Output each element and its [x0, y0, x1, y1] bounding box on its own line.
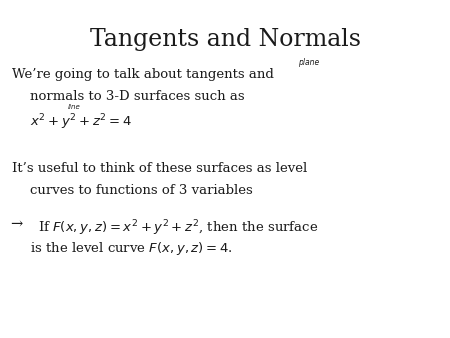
- Text: normals to 3-D surfaces such as: normals to 3-D surfaces such as: [30, 90, 245, 103]
- Text: If $F(x,y,z) = x^2 + y^2 + z^2$, then the surface: If $F(x,y,z) = x^2 + y^2 + z^2$, then th…: [38, 218, 318, 238]
- Text: curves to functions of 3 variables: curves to functions of 3 variables: [30, 184, 253, 197]
- Text: Tangents and Normals: Tangents and Normals: [90, 28, 360, 51]
- Text: plane: plane: [298, 58, 319, 67]
- Text: is the level curve $F(x,y,z) = 4$.: is the level curve $F(x,y,z) = 4$.: [30, 240, 233, 257]
- Text: $x^2 + y^2 + z^2 = 4$: $x^2 + y^2 + z^2 = 4$: [30, 112, 132, 131]
- Text: It’s useful to think of these surfaces as level: It’s useful to think of these surfaces a…: [12, 162, 307, 175]
- Text: We’re going to talk about tangents and: We’re going to talk about tangents and: [12, 68, 274, 81]
- Text: line: line: [68, 104, 81, 110]
- Text: →: →: [10, 218, 22, 232]
